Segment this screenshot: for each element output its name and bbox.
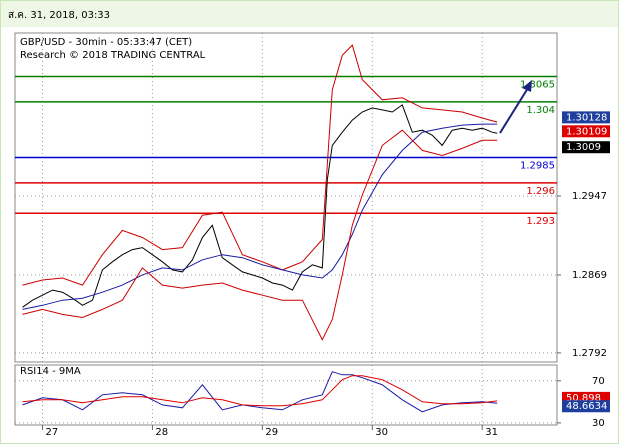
y-tick-label: 1.2869: [572, 270, 607, 281]
band-line: [22, 123, 498, 310]
x-tick-label: 29: [265, 427, 278, 438]
header-date: ส.ค. 31, 2018, 03:33: [8, 10, 110, 21]
x-tick-label: 28: [155, 427, 168, 438]
chart-title: GBP/USD - 30min - 05:33:47 (CET): [20, 37, 192, 48]
level-label: 1.304: [526, 105, 555, 116]
rsi-line: [22, 371, 498, 413]
forecast-arrow: [499, 87, 529, 134]
price-marker-label: 1.3009: [566, 142, 601, 153]
price-marker-label: 50.898: [566, 393, 601, 404]
level-label: 1.296: [526, 186, 555, 197]
price-marker: [562, 111, 610, 124]
rsi-line: [22, 375, 498, 407]
rsi-panel: [14, 364, 558, 426]
price-marker: [562, 400, 610, 413]
price-panel: [14, 32, 558, 363]
y-tick-label: 1.2792: [572, 348, 607, 359]
x-tick-label: 30: [375, 427, 388, 438]
price-marker: [562, 125, 610, 138]
header-bar: [1, 1, 618, 27]
rsi-tick-label: 70: [592, 376, 605, 387]
price-marker-label: 48.6634: [566, 401, 607, 412]
plot-layer: 27 28 29 30 31 1.2947 1.2869 1.2792 70 30 1.3065 1.…: [15, 33, 610, 438]
price-marker-label: 1.30109: [566, 126, 607, 137]
x-tick-label: 27: [45, 427, 58, 438]
y-tick-label: 1.2947: [572, 191, 607, 202]
chart-subtitle: Research © 2018 TRADING CENTRAL: [20, 50, 206, 61]
rsi-tick-label: 30: [592, 418, 605, 429]
forecast-arrow-head: [522, 80, 532, 92]
price-line: [22, 104, 498, 308]
level-label: 1.2985: [520, 161, 555, 172]
band-line: [22, 129, 498, 341]
x-tick-label: 31: [485, 427, 498, 438]
level-label: 1.293: [526, 216, 555, 227]
price-marker: [562, 141, 610, 154]
level-label: 1.3065: [520, 80, 555, 91]
price-marker-label: 1.30128: [566, 112, 607, 123]
rsi-title: RSI14 - 9MA: [20, 366, 81, 377]
